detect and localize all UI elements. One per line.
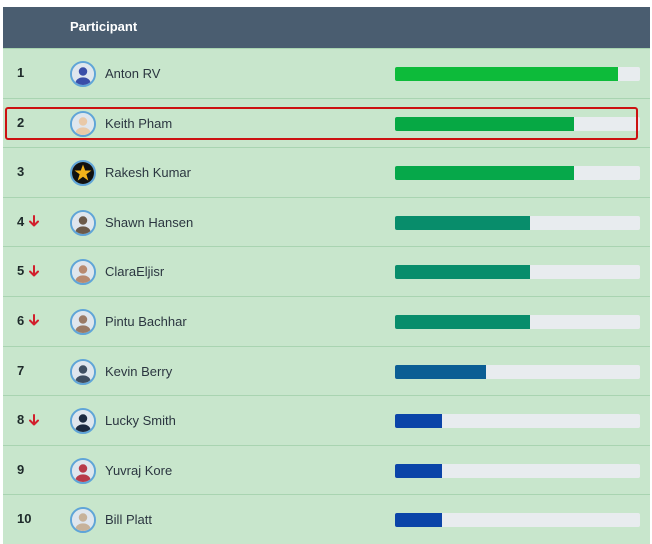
avatar: [70, 358, 96, 385]
rank-cell: 8: [17, 412, 40, 428]
leaderboard-rows: 1 Anton RV 2 Keith Pham 3 Rakesh Kumar 4 Shawn …: [3, 48, 650, 544]
arrow-down-icon: [29, 314, 40, 326]
rank-number: 7: [17, 362, 25, 378]
avatar: [70, 457, 96, 484]
selected-row-highlight: [5, 107, 638, 140]
leaderboard-header: Participant: [3, 7, 650, 48]
rank-cell: 6: [17, 312, 40, 328]
avatar: [70, 61, 96, 87]
participant-name[interactable]: Kevin Berry: [105, 363, 173, 379]
rank-number: 9: [17, 461, 25, 477]
participant-name[interactable]: Keith Pham: [105, 115, 173, 131]
progress-bar-fill: [395, 67, 618, 81]
participant-name[interactable]: Lucky Smith: [105, 413, 176, 429]
participant-name[interactable]: Bill Platt: [105, 512, 152, 528]
rank-number: 5: [17, 263, 25, 279]
progress-bar-fill: [395, 215, 530, 230]
participant-name[interactable]: Yuvraj Kore: [105, 462, 173, 478]
leaderboard-row[interactable]: 5 ClaraEljisr: [3, 246, 650, 296]
progress-track: [395, 513, 640, 528]
progress-bar-fill: [395, 414, 442, 429]
leaderboard-row[interactable]: 1 Anton RV: [3, 48, 650, 98]
leaderboard-row[interactable]: 3 Rakesh Kumar: [3, 147, 650, 197]
rank-cell: 4: [17, 213, 40, 229]
rank-cell: 3: [17, 164, 24, 179]
progress-bar-fill: [395, 116, 574, 131]
avatar: [70, 209, 96, 236]
progress-track: [395, 116, 640, 131]
avatar: [70, 160, 96, 187]
arrow-down-icon: [29, 264, 40, 277]
rank-number: 1: [17, 65, 25, 80]
rank-number: 4: [17, 213, 25, 229]
avatar: [70, 308, 96, 335]
participant-name[interactable]: Anton RV: [105, 66, 161, 81]
rank-number: 3: [17, 164, 25, 180]
arrow-down-icon: [29, 413, 40, 426]
rank-cell: 10: [17, 511, 31, 526]
progress-track: [395, 463, 640, 478]
rank-number: 2: [17, 114, 25, 130]
progress-track: [395, 414, 640, 429]
progress-track: [395, 215, 640, 230]
participant-column-header: Participant: [70, 19, 138, 34]
progress-track: [395, 364, 640, 379]
leaderboard-row[interactable]: 9 Yuvraj Kore: [3, 444, 650, 495]
avatar: [70, 259, 96, 286]
rank-cell: 2: [17, 115, 24, 130]
leaderboard: Participant 1 Anton RV 2 Keith Pham 3 Rakesh …: [3, 7, 650, 544]
participant-name[interactable]: Pintu Bachhar: [105, 313, 187, 329]
leaderboard-row[interactable]: 8 Lucky Smith: [3, 395, 650, 445]
avatar: [70, 507, 96, 534]
participant-name[interactable]: Shawn Hansen: [105, 214, 194, 230]
avatar: [70, 110, 96, 137]
progress-bar-fill: [395, 265, 530, 280]
progress-bar-fill: [395, 513, 442, 528]
rank-cell: 5: [17, 263, 40, 279]
leaderboard-row[interactable]: 10 Bill Platt: [3, 494, 650, 544]
progress-bar-fill: [395, 463, 442, 478]
rank-cell: 1: [17, 65, 24, 80]
arrow-down-icon: [29, 215, 40, 227]
participant-name[interactable]: ClaraEljisr: [105, 264, 165, 280]
rank-cell: 9: [17, 462, 24, 477]
leaderboard-row[interactable]: 4 Shawn Hansen: [3, 196, 650, 247]
rank-number: 6: [17, 312, 25, 328]
progress-track: [395, 166, 640, 181]
rank-number: 8: [17, 412, 25, 428]
progress-bar-fill: [395, 314, 530, 329]
rank-cell: 7: [17, 363, 24, 378]
participant-name[interactable]: Rakesh Kumar: [105, 165, 191, 181]
avatar: [70, 408, 96, 435]
progress-track: [395, 265, 640, 280]
progress-track: [395, 67, 640, 81]
progress-bar-fill: [395, 364, 486, 379]
leaderboard-row[interactable]: 7 Kevin Berry: [3, 345, 650, 396]
leaderboard-row[interactable]: 6 Pintu Bachhar: [3, 295, 650, 346]
progress-track: [395, 314, 640, 329]
rank-number: 10: [17, 511, 32, 527]
progress-bar-fill: [395, 166, 574, 181]
